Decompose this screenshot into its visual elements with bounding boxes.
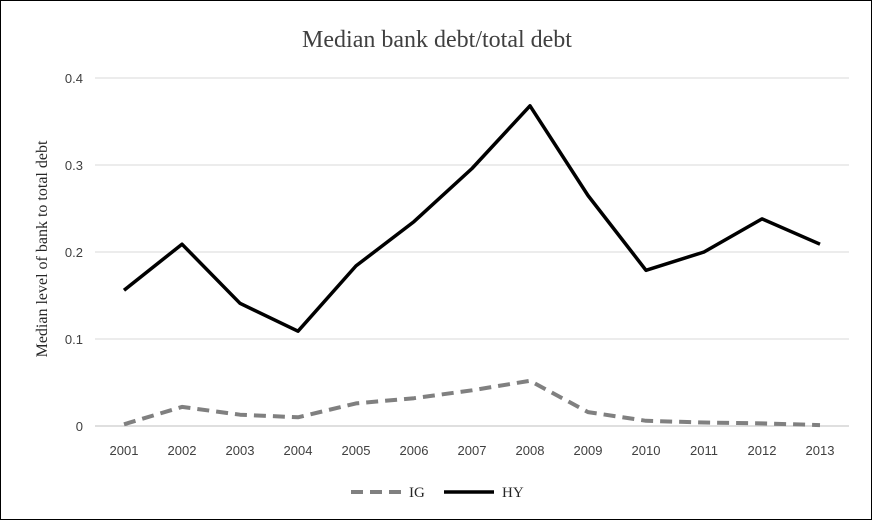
legend: IG HY — [351, 485, 524, 501]
y-tick-label: 0.1 — [65, 332, 83, 347]
y-tick-label: 0.3 — [65, 158, 83, 173]
y-tick-label: 0.4 — [65, 71, 83, 86]
x-tick-label: 2002 — [168, 443, 197, 458]
x-tick-label: 2008 — [516, 443, 545, 458]
x-tick-labels: 2001 2002 2003 2004 2005 2006 2007 2008 2009 2010… — [110, 443, 835, 458]
x-tick-label: 2004 — [284, 443, 313, 458]
x-tick-label: 2012 — [748, 443, 777, 458]
series-line-hy — [122, 104, 821, 333]
y-tick-label: 0 — [76, 419, 83, 434]
x-tick-label: 2003 — [226, 443, 255, 458]
chart-title: Median bank debt/total debt — [302, 27, 572, 53]
gridlines — [95, 77, 849, 427]
x-tick-label: 2005 — [342, 443, 371, 458]
y-axis-label: Median level of bank to total debt — [34, 140, 51, 357]
x-tick-label: 2007 — [458, 443, 487, 458]
x-tick-label: 2013 — [806, 443, 835, 458]
y-tick-labels: 0 0.1 0.2 0.3 0.4 — [65, 71, 83, 434]
x-tick-label: 2009 — [574, 443, 603, 458]
x-tick-label: 2001 — [110, 443, 139, 458]
x-tick-label: 2011 — [690, 443, 718, 458]
y-tick-label: 0.2 — [65, 245, 83, 260]
legend-label-hy: HY — [502, 485, 524, 501]
x-tick-label: 2006 — [400, 443, 429, 458]
x-tick-label: 2010 — [632, 443, 661, 458]
series-lines — [122, 104, 821, 428]
series-line-ig — [123, 378, 821, 428]
legend-label-ig: IG — [409, 485, 425, 501]
